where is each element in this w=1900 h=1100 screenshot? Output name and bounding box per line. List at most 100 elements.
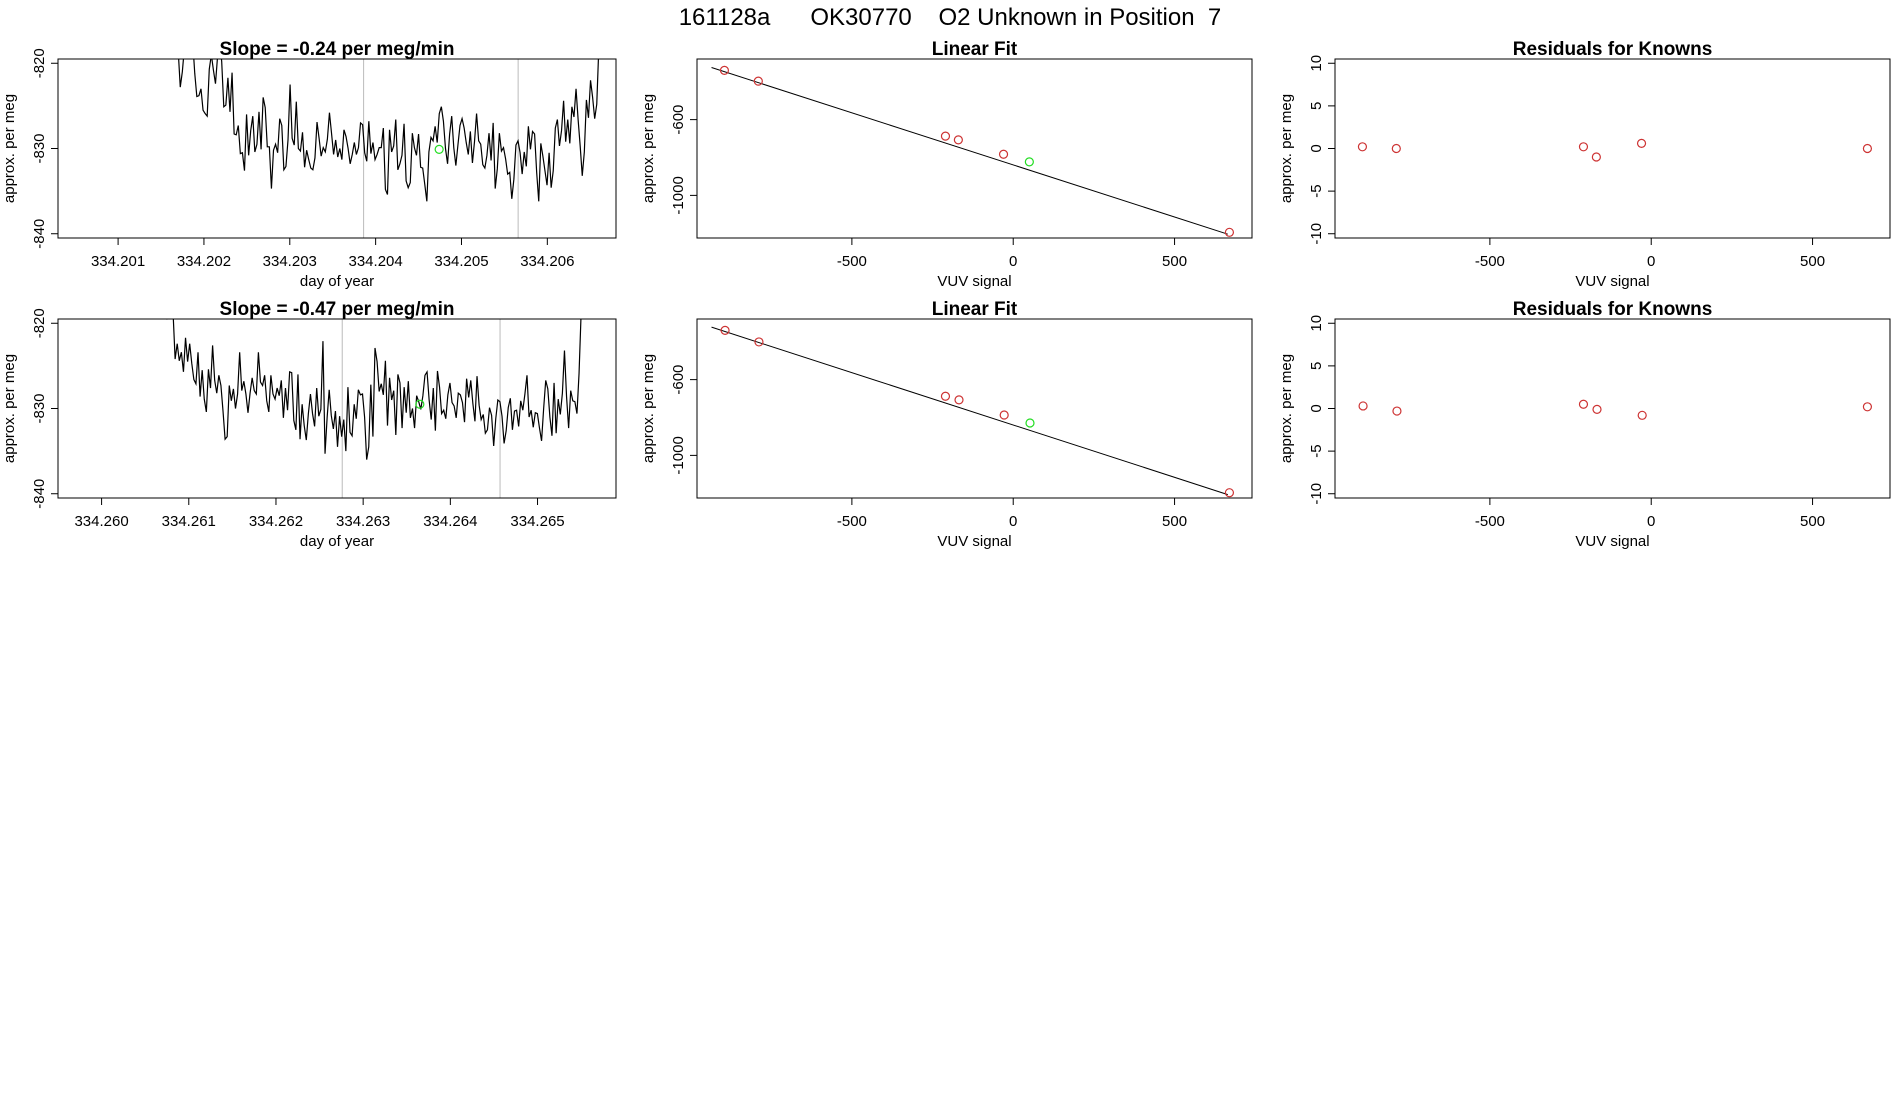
y-tick-label: 5 <box>1308 362 1325 370</box>
x-tick-label: 0 <box>1009 253 1017 270</box>
plot-frame <box>57 318 617 499</box>
x-tick-label: 500 <box>1162 513 1187 530</box>
x-tick-label: 0 <box>1647 513 1655 530</box>
x-tick-label: 334.201 <box>91 253 145 270</box>
y-tick-label: -600 <box>670 105 687 135</box>
plot-area <box>1358 399 1873 420</box>
panel-title: Slope = -0.24 per meg/min <box>220 39 455 60</box>
known-point <box>719 65 730 75</box>
plot-frame <box>1334 58 1891 239</box>
y-tick-label: -600 <box>670 365 687 395</box>
y-tick-label: 10 <box>1308 315 1325 332</box>
fit-line <box>711 67 1228 235</box>
panel-resid-1: Residuals for Knowns VUV signal approx. pe… <box>1278 39 1891 290</box>
x-tick-label: 334.203 <box>263 253 317 270</box>
y-tick-label: -840 <box>31 479 48 509</box>
known-point <box>1591 152 1601 162</box>
known-point <box>1592 404 1602 414</box>
y-tick-label: -820 <box>31 48 48 78</box>
x-tick-label: 334.262 <box>249 513 303 530</box>
y-tick-label: -1000 <box>670 176 687 214</box>
x-tick-label: 500 <box>1162 253 1187 270</box>
y-tick-label: -5 <box>1308 184 1325 197</box>
x-tick-label: -500 <box>1475 513 1505 530</box>
x-tick-label: -500 <box>1475 253 1505 270</box>
plot-area <box>711 325 1235 498</box>
y-tick-label: -10 <box>1308 483 1325 505</box>
x-tick-label: 334.264 <box>423 513 477 530</box>
y-tick-label: -820 <box>31 308 48 338</box>
x-axis-label: VUV signal <box>937 533 1011 550</box>
panel-title: Linear Fit <box>932 39 1018 60</box>
y-axis-label: approx. per meg <box>640 94 657 203</box>
known-point <box>954 395 964 405</box>
unknown-point <box>415 399 425 409</box>
x-tick-label: -500 <box>837 253 867 270</box>
x-axis-label: VUV signal <box>937 273 1011 290</box>
figure-title: 161128a OK30770 O2 Unknown in Position 7 <box>678 4 1222 31</box>
known-point <box>753 76 763 86</box>
y-tick-label: -830 <box>31 393 48 423</box>
known-point <box>1862 402 1873 412</box>
x-axis-label: day of year <box>300 533 374 550</box>
plot-area <box>165 319 582 498</box>
y-tick-label: 5 <box>1308 102 1325 110</box>
panel-fit-1: Linear Fit VUV signal approx. per meg -500 0… <box>640 39 1253 290</box>
x-tick-label: 0 <box>1009 513 1017 530</box>
panel-title: Residuals for Knowns <box>1513 299 1713 320</box>
y-axis-label: approx. per meg <box>1278 94 1295 203</box>
known-point <box>1862 143 1873 154</box>
known-point <box>998 149 1009 159</box>
x-tick-label: -500 <box>837 513 867 530</box>
panel-fit-2: Linear Fit VUV signal approx. per meg -500 0… <box>640 299 1253 550</box>
y-axis-label: approx. per meg <box>1 94 18 203</box>
plot-frame <box>1334 318 1891 499</box>
x-tick-label: 334.204 <box>349 253 403 270</box>
known-point <box>754 337 764 347</box>
x-tick-label: 0 <box>1647 253 1655 270</box>
x-tick-label: 334.206 <box>520 253 574 270</box>
panel-title: Linear Fit <box>932 299 1018 320</box>
unknown-point <box>1025 418 1035 428</box>
x-tick-label: 334.263 <box>336 513 390 530</box>
known-point <box>940 391 951 401</box>
fit-line <box>711 326 1228 496</box>
series-line <box>165 319 582 460</box>
panel-trace-1: Slope = -0.24 per meg/min day of year appr… <box>1 39 617 290</box>
y-tick-label: 0 <box>1308 144 1325 152</box>
unknown-point <box>1024 157 1034 167</box>
known-point <box>1224 227 1235 237</box>
plot-area <box>178 59 599 238</box>
known-point <box>1392 406 1402 416</box>
y-tick-label: -830 <box>31 133 48 163</box>
known-point <box>1578 399 1589 409</box>
plot-area <box>1357 138 1873 162</box>
known-point <box>953 135 963 145</box>
known-point <box>1578 142 1589 152</box>
x-tick-label: 334.260 <box>74 513 128 530</box>
panel-title: Slope = -0.47 per meg/min <box>220 299 455 320</box>
panel-resid-2: Residuals for Knowns VUV signal approx. pe… <box>1278 299 1891 550</box>
y-tick-label: -1000 <box>670 436 687 474</box>
panel-trace-2: Slope = -0.47 per meg/min day of year appr… <box>1 299 617 550</box>
plot-frame <box>696 318 1253 499</box>
plot-area <box>711 65 1235 237</box>
known-point <box>1637 410 1647 420</box>
x-axis-label: day of year <box>300 273 374 290</box>
known-point <box>1358 401 1368 411</box>
known-point <box>720 325 730 335</box>
known-point <box>1391 143 1401 154</box>
series-line <box>178 59 599 202</box>
known-point <box>1224 488 1235 498</box>
unknown-point <box>434 144 444 154</box>
plot-frame <box>696 58 1253 239</box>
x-tick-label: 500 <box>1800 253 1825 270</box>
x-tick-label: 334.265 <box>510 513 564 530</box>
panel-title: Residuals for Knowns <box>1513 39 1713 60</box>
y-tick-label: 10 <box>1308 55 1325 72</box>
plot-frame <box>57 58 617 239</box>
x-tick-label: 500 <box>1800 513 1825 530</box>
x-axis-label: VUV signal <box>1575 533 1649 550</box>
y-axis-label: approx. per meg <box>1 354 18 463</box>
